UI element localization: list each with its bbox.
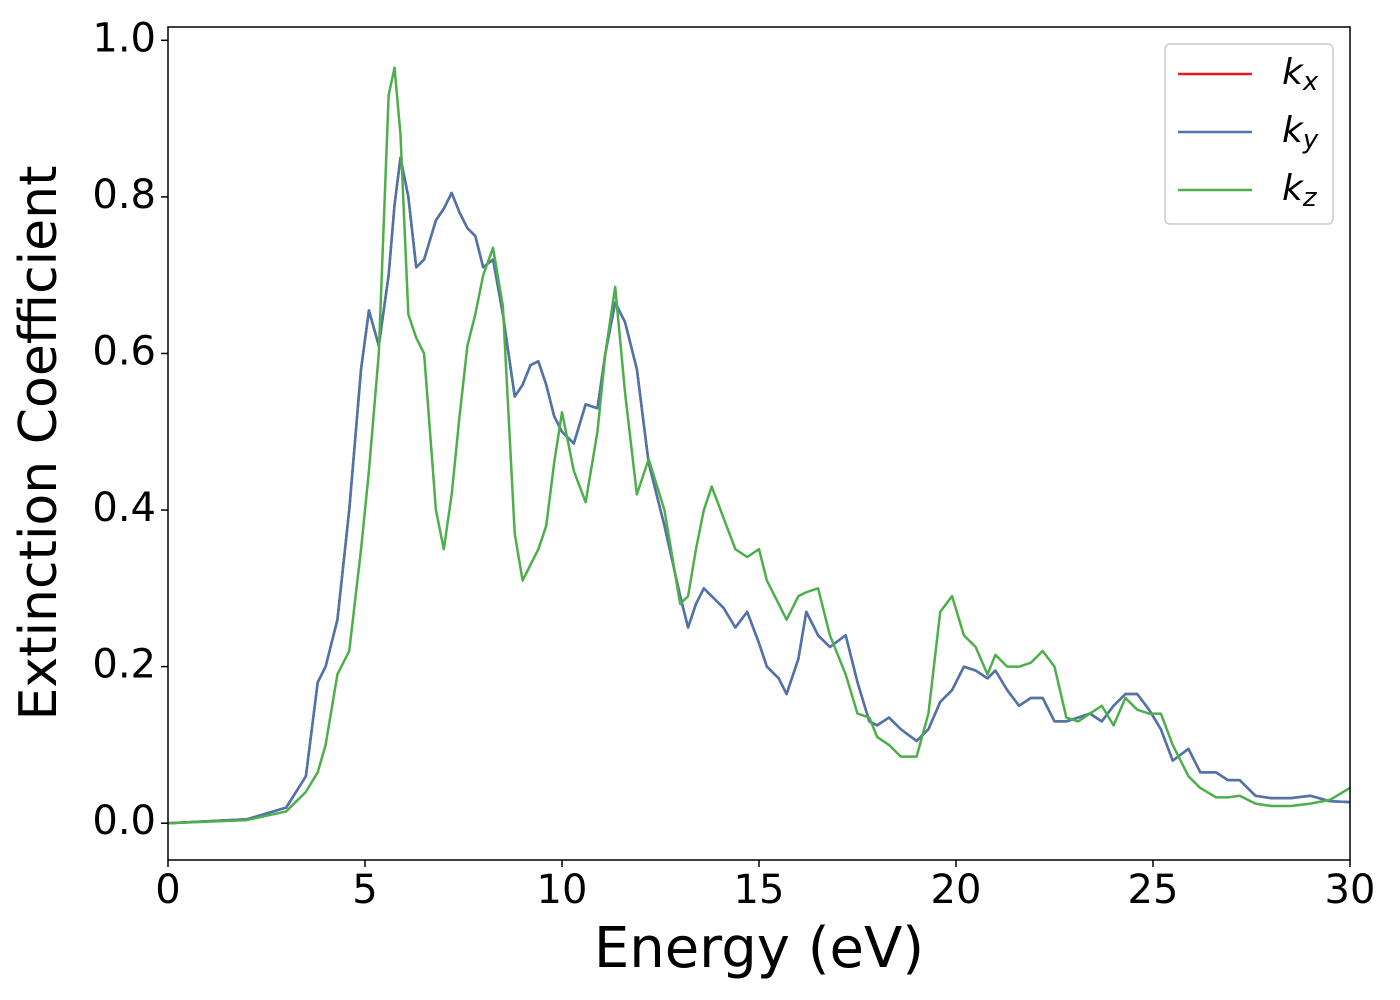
legend-label: kx xyxy=(1282,52,1319,97)
y-tick-label: 1.0 xyxy=(92,15,156,61)
y-tick-label: 0.8 xyxy=(92,172,156,218)
x-tick-label: 5 xyxy=(352,867,377,913)
series-line xyxy=(167,156,1351,825)
legend-label: ky xyxy=(1282,110,1319,155)
x-tick-label: 25 xyxy=(1128,867,1179,913)
legend-box xyxy=(1164,43,1334,225)
x-tick-label: 30 xyxy=(1325,867,1376,913)
x-tick-label: 10 xyxy=(537,867,588,913)
y-tick-label: 0.2 xyxy=(92,642,156,688)
x-tick-label: 15 xyxy=(734,867,785,913)
y-tick-label: 0.0 xyxy=(92,798,156,844)
series-line xyxy=(167,66,1351,825)
x-tick-label: 0 xyxy=(155,867,180,913)
y-tick-label: 0.6 xyxy=(92,328,156,374)
x-axis-label: Energy (eV) xyxy=(594,916,924,981)
legend: kx ky kz xyxy=(1164,43,1334,225)
legend-label: kz xyxy=(1282,168,1318,213)
plot-frame xyxy=(167,26,1351,861)
y-tick-label: 0.4 xyxy=(92,485,156,531)
x-tick-label: 20 xyxy=(931,867,982,913)
y-axis-label: Extinction Coefficient xyxy=(9,166,69,721)
